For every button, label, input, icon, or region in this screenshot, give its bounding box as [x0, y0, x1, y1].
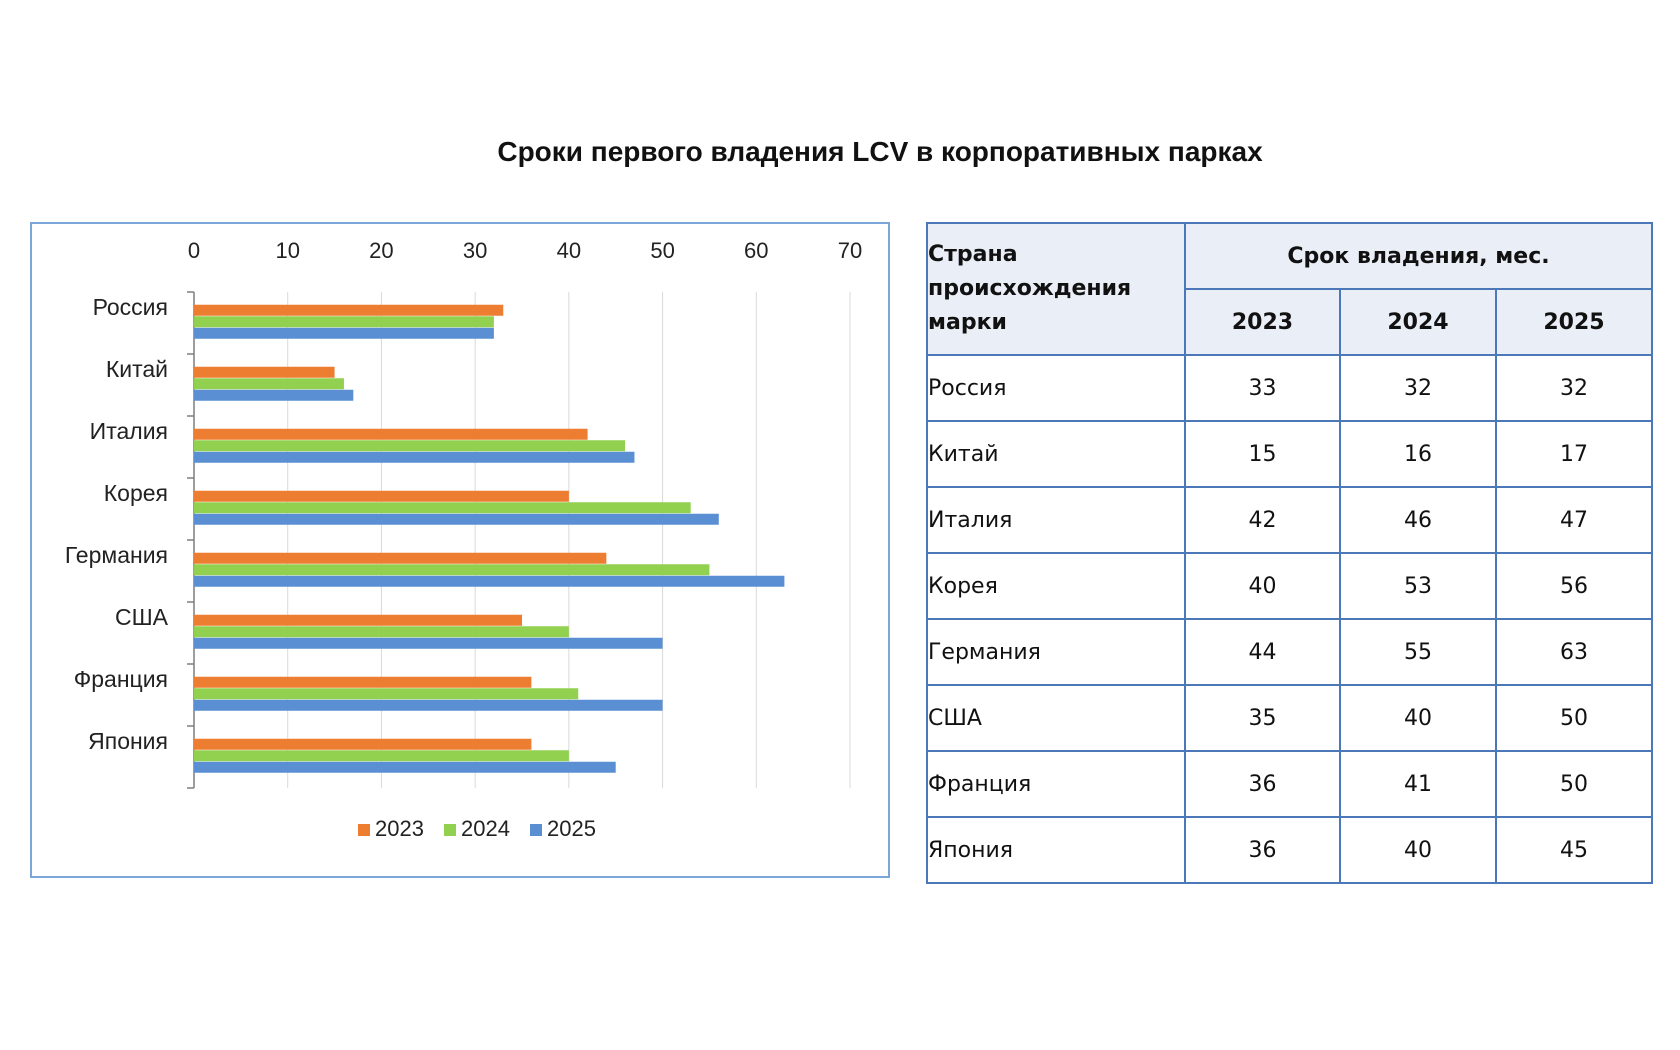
value-cell-2024: 16: [1339, 420, 1497, 488]
ownership-table: Страна происхождения марки Срок владения…: [926, 222, 1653, 884]
category-label: Япония: [88, 728, 168, 754]
bar-2025-5: [194, 575, 785, 587]
table-row: Китай 15 16 17: [926, 420, 1653, 488]
x-tick-label: 30: [463, 238, 487, 263]
value-cell-2024: 32: [1339, 354, 1497, 422]
value-cell-2024: 53: [1339, 552, 1497, 620]
legend-swatch-2025: [530, 824, 542, 836]
x-tick-label: 60: [744, 238, 768, 263]
x-tick-label: 10: [275, 238, 299, 263]
value-cell-2025: 63: [1495, 618, 1653, 686]
category-label: Италия: [90, 418, 168, 444]
bar-2023-6: [194, 614, 522, 626]
value-cell-2025: 56: [1495, 552, 1653, 620]
value-cell-2024: 40: [1339, 684, 1497, 752]
value-cell-2025: 45: [1495, 816, 1653, 884]
bar-2025-4: [194, 513, 719, 525]
value-cell-2023: 15: [1184, 420, 1341, 488]
value-cell-2025: 47: [1495, 486, 1653, 554]
value-cell-2023: 33: [1184, 354, 1341, 422]
bar-2023-2: [194, 366, 335, 378]
x-tick-label: 40: [557, 238, 581, 263]
bar-2025-3: [194, 451, 635, 463]
table-row: США 35 40 50: [926, 684, 1653, 752]
bar-2024-1: [194, 316, 494, 328]
bar-chart: 0 10 20 30 40 50 60 70 Россия Китай Италия Корея Гер…: [30, 222, 890, 878]
bar-2024-4: [194, 502, 691, 514]
legend-swatch-2023: [358, 824, 370, 836]
category-label: Корея: [104, 480, 168, 506]
bar-2025-8: [194, 761, 616, 773]
legend-label-2024: 2024: [461, 816, 510, 841]
bar-2024-5: [194, 564, 710, 576]
bar-2025-7: [194, 699, 663, 711]
value-cell-2023: 36: [1184, 816, 1341, 884]
table-row: Корея 40 53 56: [926, 552, 1653, 620]
bar-2025-1: [194, 327, 494, 339]
bar-2025-6: [194, 637, 663, 649]
table-row: Япония 36 40 45: [926, 816, 1653, 884]
category-label: Германия: [65, 542, 168, 568]
bar-2023-8: [194, 738, 532, 750]
country-cell: Россия: [926, 354, 1186, 422]
table-row: Италия 42 46 47: [926, 486, 1653, 554]
year-header-2024: 2024: [1339, 288, 1497, 356]
value-cell-2023: 44: [1184, 618, 1341, 686]
page-title: Сроки первого владения LCV в корпоративн…: [497, 136, 1263, 167]
bar-2025-2: [194, 389, 354, 401]
x-tick-label: 20: [369, 238, 393, 263]
legend-swatch-2024: [444, 824, 456, 836]
bar-2024-8: [194, 750, 569, 762]
table-row: Россия 33 32 32: [926, 354, 1653, 422]
value-cell-2024: 41: [1339, 750, 1497, 818]
country-cell: Корея: [926, 552, 1186, 620]
bar-2023-1: [194, 304, 504, 316]
bar-2024-2: [194, 378, 344, 390]
x-tick-label: 0: [188, 238, 200, 263]
value-cell-2025: 32: [1495, 354, 1653, 422]
bar-2024-6: [194, 626, 569, 638]
value-cell-2023: 36: [1184, 750, 1341, 818]
x-tick-label: 70: [838, 238, 862, 263]
bar-2024-3: [194, 440, 626, 452]
legend-label-2025: 2025: [547, 816, 596, 841]
category-label: США: [115, 604, 169, 630]
value-cell-2023: 35: [1184, 684, 1341, 752]
value-cell-2024: 40: [1339, 816, 1497, 884]
bar-2023-5: [194, 552, 607, 564]
value-cell-2025: 17: [1495, 420, 1653, 488]
category-label: Франция: [74, 666, 168, 692]
duration-column-header: Срок владения, мес.: [1184, 222, 1653, 290]
x-tick-label: 50: [650, 238, 674, 263]
value-cell-2024: 46: [1339, 486, 1497, 554]
value-cell-2023: 42: [1184, 486, 1341, 554]
bar-2023-4: [194, 490, 569, 502]
country-cell: Германия: [926, 618, 1186, 686]
bar-2023-7: [194, 676, 532, 688]
category-label: Россия: [93, 294, 168, 320]
country-cell: Китай: [926, 420, 1186, 488]
country-cell: США: [926, 684, 1186, 752]
table-row: Франция 36 41 50: [926, 750, 1653, 818]
bar-chart-svg: 0 10 20 30 40 50 60 70 Россия Китай Италия Корея Гер…: [65, 238, 862, 841]
year-header-2023: 2023: [1184, 288, 1341, 356]
legend-label-2023: 2023: [375, 816, 424, 841]
country-cell: Япония: [926, 816, 1186, 884]
country-cell: Италия: [926, 486, 1186, 554]
table-row: Германия 44 55 63: [926, 618, 1653, 686]
value-cell-2025: 50: [1495, 750, 1653, 818]
value-cell-2023: 40: [1184, 552, 1341, 620]
bar-2023-3: [194, 428, 588, 440]
category-label: Китай: [106, 356, 168, 382]
bar-2024-7: [194, 688, 579, 700]
table-body: Россия 33 32 32 Китай 15 16 17 Италия 42 46 47 Корея…: [926, 354, 1653, 884]
country-cell: Франция: [926, 750, 1186, 818]
value-cell-2024: 55: [1339, 618, 1497, 686]
value-cell-2025: 50: [1495, 684, 1653, 752]
year-header-2025: 2025: [1495, 288, 1653, 356]
country-column-header: Страна происхождения марки: [926, 222, 1186, 356]
